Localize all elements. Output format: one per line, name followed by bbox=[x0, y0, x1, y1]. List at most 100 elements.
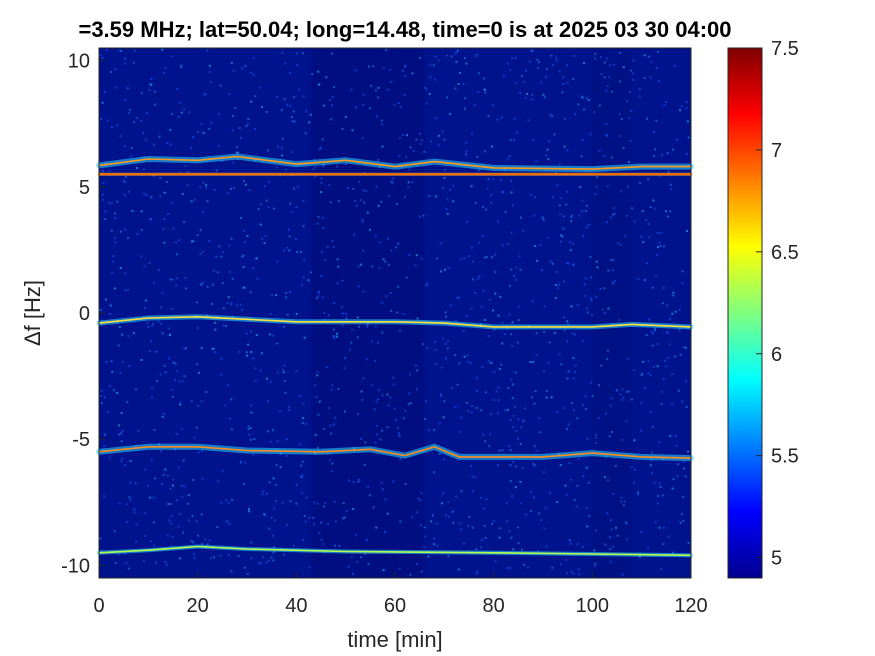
noise-speck bbox=[583, 62, 585, 64]
noise-speck bbox=[622, 396, 625, 399]
noise-speck bbox=[183, 375, 186, 378]
noise-speck bbox=[458, 71, 461, 74]
noise-speck bbox=[613, 207, 616, 210]
noise-speck bbox=[228, 244, 231, 247]
noise-speck bbox=[498, 368, 501, 371]
noise-speck bbox=[626, 100, 628, 103]
noise-speck bbox=[197, 131, 200, 133]
noise-speck bbox=[643, 387, 646, 390]
noise-speck bbox=[253, 438, 256, 441]
noise-speck bbox=[146, 322, 149, 325]
noise-speck bbox=[625, 522, 627, 525]
noise-speck bbox=[419, 132, 421, 135]
noise-speck bbox=[632, 78, 635, 81]
noise-speck bbox=[471, 490, 474, 493]
noise-speck bbox=[492, 178, 495, 181]
noise-speck bbox=[540, 519, 543, 522]
noise-speck bbox=[441, 502, 443, 505]
noise-speck bbox=[301, 474, 304, 477]
noise-speck bbox=[224, 404, 227, 407]
noise-speck bbox=[129, 460, 132, 462]
noise-speck bbox=[214, 328, 217, 331]
noise-speck bbox=[616, 534, 619, 537]
noise-speck bbox=[489, 201, 492, 204]
noise-speck bbox=[230, 398, 233, 401]
noise-speck bbox=[607, 269, 610, 272]
noise-speck bbox=[425, 284, 428, 287]
noise-speck bbox=[317, 413, 320, 416]
noise-speck bbox=[106, 119, 109, 122]
noise-speck bbox=[243, 482, 245, 485]
noise-speck bbox=[528, 60, 531, 63]
noise-speck bbox=[445, 54, 448, 57]
noise-speck bbox=[509, 480, 512, 483]
noise-speck bbox=[318, 148, 321, 151]
noise-speck bbox=[520, 216, 522, 219]
noise-speck bbox=[333, 245, 335, 248]
noise-speck bbox=[624, 234, 627, 237]
noise-speck bbox=[285, 291, 288, 294]
noise-speck bbox=[479, 496, 482, 499]
noise-speck bbox=[382, 488, 384, 491]
noise-speck bbox=[399, 457, 402, 460]
noise-speck bbox=[502, 75, 505, 78]
noise-speck bbox=[270, 556, 273, 559]
noise-speck bbox=[300, 475, 303, 478]
noise-speck bbox=[661, 390, 664, 393]
noise-speck bbox=[130, 155, 133, 158]
noise-speck bbox=[438, 422, 441, 425]
noise-speck bbox=[140, 119, 143, 122]
x-tick-label: 40 bbox=[285, 595, 307, 617]
noise-speck bbox=[655, 119, 658, 122]
noise-speck bbox=[622, 504, 625, 507]
noise-speck bbox=[329, 201, 332, 204]
noise-speck bbox=[584, 210, 587, 213]
noise-speck bbox=[510, 231, 513, 234]
noise-speck bbox=[521, 467, 524, 470]
noise-speck bbox=[650, 459, 653, 462]
noise-speck bbox=[543, 370, 545, 373]
noise-speck bbox=[334, 416, 337, 419]
noise-speck bbox=[132, 332, 135, 335]
noise-speck bbox=[270, 516, 273, 519]
noise-speck bbox=[143, 512, 146, 515]
noise-speck bbox=[563, 316, 566, 319]
noise-speck bbox=[108, 169, 111, 172]
noise-speck bbox=[200, 346, 203, 349]
noise-speck bbox=[685, 346, 687, 349]
noise-speck bbox=[649, 76, 652, 79]
noise-speck bbox=[519, 502, 522, 505]
noise-speck bbox=[200, 513, 203, 516]
noise-speck bbox=[447, 340, 450, 343]
noise-speck bbox=[374, 441, 377, 444]
noise-speck bbox=[137, 429, 140, 432]
noise-speck bbox=[118, 424, 121, 427]
noise-speck bbox=[587, 481, 590, 484]
noise-speck bbox=[341, 279, 344, 282]
noise-speck bbox=[471, 260, 474, 263]
noise-speck bbox=[165, 563, 168, 566]
noise-speck bbox=[103, 396, 106, 399]
noise-speck bbox=[512, 548, 515, 551]
noise-speck bbox=[455, 320, 458, 323]
noise-speck bbox=[183, 108, 186, 111]
noise-speck bbox=[511, 397, 514, 399]
noise-speck bbox=[555, 59, 558, 62]
noise-speck bbox=[576, 542, 579, 545]
noise-speck bbox=[184, 164, 187, 167]
noise-speck bbox=[476, 155, 479, 158]
noise-speck bbox=[276, 96, 278, 99]
noise-speck bbox=[368, 494, 371, 497]
noise-speck bbox=[510, 378, 513, 381]
noise-speck bbox=[254, 127, 256, 130]
noise-speck bbox=[295, 313, 298, 315]
noise-speck bbox=[286, 246, 289, 249]
noise-speck bbox=[331, 240, 334, 243]
noise-speck bbox=[159, 373, 162, 376]
noise-speck bbox=[162, 473, 165, 476]
noise-speck bbox=[114, 237, 117, 240]
noise-speck bbox=[171, 395, 174, 398]
noise-speck bbox=[576, 304, 579, 307]
noise-speck bbox=[416, 369, 419, 372]
noise-speck bbox=[581, 210, 584, 213]
